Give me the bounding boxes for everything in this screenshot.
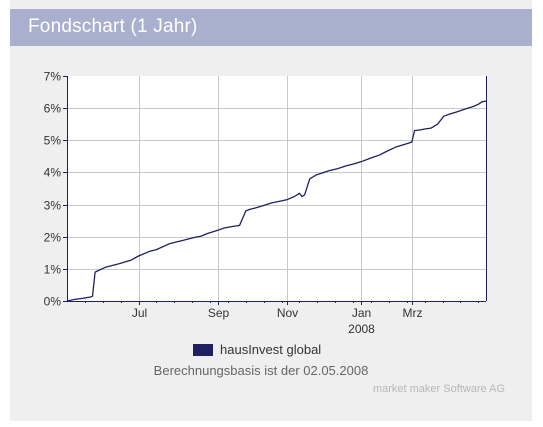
x-gridlines bbox=[139, 76, 413, 301]
y-tick-label: 2% bbox=[44, 231, 62, 245]
calculation-basis-note: Berechnungsbasis ist der 02.05.2008 bbox=[153, 363, 369, 378]
legend-label: hausInvest global bbox=[220, 342, 322, 357]
y-gridlines bbox=[67, 108, 486, 270]
x-tick-label: Jan bbox=[352, 306, 371, 320]
y-tick-label: 6% bbox=[44, 102, 62, 116]
series-line bbox=[66, 100, 487, 302]
x-tick-label: Nov bbox=[277, 306, 298, 320]
x-tick-label: Sep bbox=[208, 306, 230, 320]
provider-credit: market maker Software AG bbox=[372, 383, 505, 395]
plot-area bbox=[67, 76, 486, 301]
series-lines bbox=[66, 100, 487, 302]
y-tick-labels: 0% 1% 2% 3% 4% 5% 6% 7% bbox=[44, 70, 62, 309]
y-tick-label: 7% bbox=[44, 70, 62, 84]
widget-header: Fondschart (1 Jahr) bbox=[10, 9, 532, 46]
x-tick-label: Mrz bbox=[403, 306, 423, 320]
x-tick-label: Jul bbox=[132, 306, 147, 320]
chart-axes bbox=[63, 76, 487, 305]
legend-swatch bbox=[193, 344, 213, 356]
y-tick-label: 3% bbox=[44, 199, 62, 213]
y-tick-label: 4% bbox=[44, 166, 62, 180]
y-tick-label: 1% bbox=[44, 263, 62, 277]
widget-title: Fondschart (1 Jahr) bbox=[28, 16, 198, 37]
y-tick-label: 5% bbox=[44, 134, 62, 148]
x-tick-labels: Jul Sep Nov Jan 2008 Mrz bbox=[132, 306, 423, 336]
y-tick-label: 0% bbox=[44, 295, 62, 309]
x-tick-sublabel: 2008 bbox=[348, 322, 375, 336]
